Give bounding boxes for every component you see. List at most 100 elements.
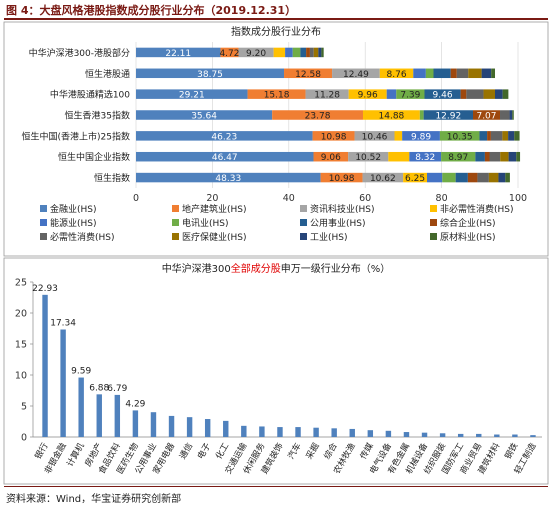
stacked-bar-segment: [136, 110, 273, 120]
stacked-industry-chart: 指数成分股行业分布 0 20 40 60 80 100 中华沪深港300-港股部分 22.11 4…: [3, 21, 549, 257]
segment-value-label: 11.28: [314, 91, 340, 101]
category-label: 恒生香港35指数: [65, 110, 130, 122]
stacked-bar-segment: [450, 68, 457, 79]
bar: [494, 434, 500, 437]
stacked-bar-segment: [247, 89, 306, 99]
stacked-bar-segment: [502, 89, 509, 99]
segment-value-label: 9.06: [321, 153, 341, 163]
segment-value-label: 8.97: [448, 153, 468, 163]
title-divider: [4, 18, 548, 20]
segment-value-label: 12.58: [295, 70, 321, 80]
stacked-bar-segment: [473, 110, 501, 120]
bar: [60, 329, 66, 437]
stacked-bar-segment: [292, 47, 301, 58]
stacked-bar-segment: [502, 131, 509, 141]
stacked-bar-segment: [505, 172, 510, 183]
legend-swatch: [300, 219, 307, 226]
legend-label: 能源业(HS): [50, 217, 97, 229]
legend-swatch: [172, 233, 179, 240]
legend-swatch: [430, 219, 437, 226]
bar: [313, 427, 319, 437]
chart-title: 指数成分股行业分布: [231, 25, 321, 38]
stacked-bar-segment: [272, 110, 363, 120]
x-tick-label: 100: [509, 193, 527, 204]
bar: [457, 433, 464, 437]
bar: [403, 432, 410, 437]
bar-value-label: 17.34: [50, 318, 76, 328]
stacked-bar-segment: [313, 151, 349, 162]
stacked-bar-segment: [508, 151, 517, 162]
y-tick-label: 25: [15, 278, 27, 289]
stacked-bar-segment: [423, 110, 474, 120]
legend-label: 工业(HS): [310, 232, 348, 243]
stacked-bar-segment: [379, 68, 414, 79]
stacked-bar-segment: [441, 151, 476, 162]
legend-swatch: [430, 205, 437, 212]
stacked-bar-segment: [396, 89, 425, 99]
stacked-bar-segment: [320, 172, 363, 183]
chart-title-part: 全部成分股: [231, 262, 281, 275]
segment-value-label: 4.72: [219, 49, 239, 59]
stacked-bar-segment: [362, 110, 420, 120]
stacked-bar-segment: [508, 131, 515, 141]
segment-value-label: 9.20: [246, 49, 266, 59]
stacked-bar-segment: [220, 47, 239, 58]
stacked-bar-segment: [487, 131, 491, 141]
stacked-bar-segment: [424, 89, 461, 99]
stacked-bar-segment: [362, 172, 404, 183]
bar: [277, 427, 283, 437]
segment-value-label: 22.11: [165, 49, 191, 59]
segment-value-label: 14.88: [379, 112, 405, 122]
segment-value-label: 48.33: [215, 174, 241, 184]
legend-swatch: [300, 205, 307, 212]
segment-value-label: 7.39: [400, 91, 420, 101]
stacked-bar-segment: [305, 89, 349, 99]
stacked-bar-segment: [495, 89, 503, 99]
bar-value-label: 6.79: [107, 384, 127, 394]
source-divider: [4, 486, 548, 487]
legend-label: 地产建筑业(HS): [182, 203, 247, 215]
bar: [204, 419, 211, 437]
y-tick-label: 20: [15, 309, 27, 320]
y-tick-label: 5: [21, 402, 27, 413]
segment-value-label: 46.47: [212, 153, 238, 163]
stacked-bar-segment: [238, 47, 274, 58]
legend-swatch: [300, 233, 307, 240]
segment-value-label: 9.89: [411, 132, 431, 142]
y-tick-label: 15: [15, 340, 27, 351]
segment-value-label: 15.18: [264, 91, 290, 101]
bar: [150, 412, 157, 437]
stacked-bar-segment: [456, 68, 469, 79]
segment-value-label: 7.07: [476, 112, 496, 122]
bar: [530, 435, 536, 437]
stacked-bar-segment: [516, 151, 521, 162]
stacked-bar-segment: [466, 89, 484, 99]
y-tick-label: 10: [15, 371, 27, 382]
stacked-bar-segment: [455, 172, 468, 183]
stacked-bar-segment: [403, 172, 428, 183]
stacked-bar-segment: [475, 151, 485, 162]
stacked-bar-segment: [460, 89, 467, 99]
segment-value-label: 9.46: [433, 91, 453, 101]
stacked-bar-segment: [500, 110, 510, 120]
stacked-bar-segment: [484, 151, 490, 162]
bar: [96, 394, 102, 437]
stacked-bar-segment: [402, 131, 440, 141]
legend-label: 公用事业(HS): [310, 217, 366, 229]
bar: [476, 433, 482, 437]
stacked-bar-segment: [309, 47, 314, 58]
segment-value-label: 12.49: [343, 70, 369, 80]
legend-swatch: [430, 233, 437, 240]
bar: [241, 425, 247, 437]
stacked-bar-segment: [439, 131, 480, 141]
stacked-bar-segment: [483, 89, 496, 99]
segment-value-label: 46.23: [211, 132, 237, 142]
stacked-bar-segment: [136, 172, 321, 183]
stacked-bar-segment: [409, 151, 442, 162]
category-label: 恒生港股通: [85, 68, 130, 80]
x-tick-label: 0: [133, 193, 139, 204]
segment-value-label: 6.25: [405, 174, 425, 184]
stacked-bar-segment: [433, 68, 451, 79]
segment-value-label: 10.98: [329, 174, 355, 184]
